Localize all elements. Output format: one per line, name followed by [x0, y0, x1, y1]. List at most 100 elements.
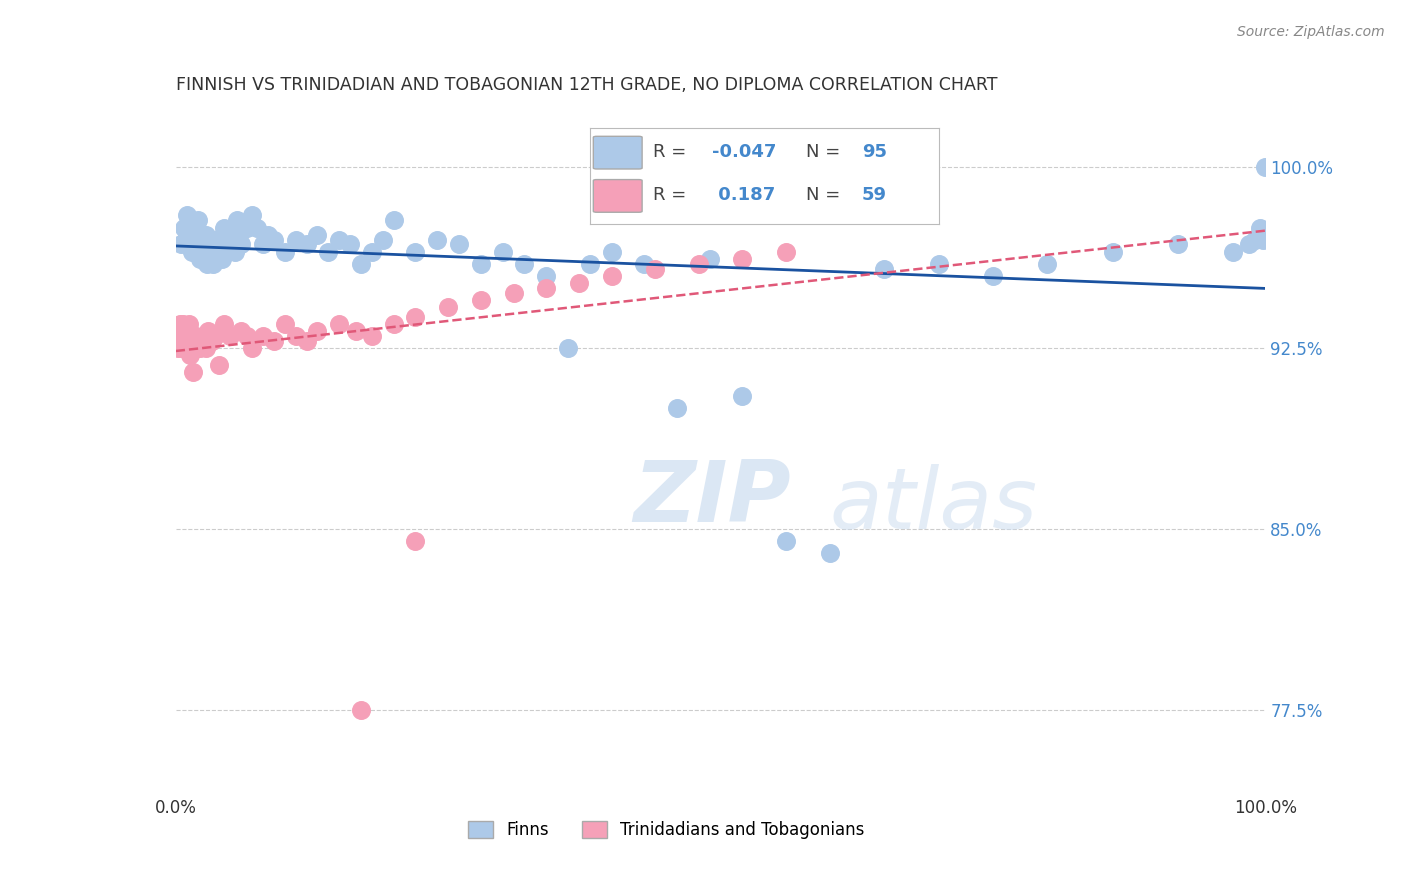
Point — [1167, 237, 1189, 252]
FancyBboxPatch shape — [593, 179, 643, 212]
Point — [193, 233, 215, 247]
Point — [201, 334, 224, 348]
Point — [382, 317, 405, 331]
Point — [215, 244, 238, 259]
Point — [172, 341, 194, 355]
Point — [190, 237, 212, 252]
Point — [184, 341, 207, 355]
Text: atlas: atlas — [830, 464, 1038, 547]
Point — [731, 252, 754, 266]
Point — [205, 252, 228, 266]
Point — [219, 237, 242, 252]
Point — [204, 329, 226, 343]
Point — [263, 334, 285, 348]
Point — [176, 341, 198, 355]
Point — [209, 233, 232, 247]
Point — [1243, 233, 1265, 247]
Point — [534, 268, 557, 283]
Point — [181, 233, 204, 247]
Point — [172, 329, 194, 343]
Point — [176, 209, 198, 223]
Point — [818, 546, 841, 560]
Point — [195, 341, 218, 355]
Point — [252, 237, 274, 252]
Legend: Finns, Trinidadians and Tobagonians: Finns, Trinidadians and Tobagonians — [460, 813, 873, 847]
Point — [176, 329, 198, 343]
Point — [176, 227, 198, 242]
Point — [179, 348, 201, 362]
Text: ZIP: ZIP — [633, 457, 792, 540]
Point — [470, 257, 492, 271]
Point — [177, 213, 200, 227]
Point — [212, 317, 235, 331]
Point — [207, 237, 229, 252]
Point — [221, 233, 243, 247]
Point — [183, 237, 205, 252]
Point — [214, 233, 236, 247]
Point — [167, 334, 190, 348]
Point — [204, 233, 226, 247]
Point — [284, 233, 307, 247]
Point — [201, 244, 224, 259]
Point — [170, 237, 193, 252]
Point — [186, 244, 208, 259]
Point — [217, 227, 239, 242]
Text: N =: N = — [806, 186, 841, 204]
Point — [426, 233, 449, 247]
Point — [197, 233, 219, 247]
Point — [307, 324, 329, 338]
Point — [201, 257, 224, 271]
Point — [295, 334, 318, 348]
Point — [307, 227, 329, 242]
Point — [183, 329, 205, 343]
Point — [534, 281, 557, 295]
Point — [174, 324, 197, 338]
Point — [405, 533, 427, 548]
Point — [184, 227, 207, 242]
Point — [170, 324, 193, 338]
Point — [263, 233, 285, 247]
Point — [191, 237, 214, 252]
Point — [873, 261, 896, 276]
Point — [240, 341, 263, 355]
Point — [470, 293, 492, 307]
Point — [731, 389, 754, 403]
Point — [181, 365, 204, 379]
Point — [1102, 244, 1125, 259]
Text: R =: R = — [652, 143, 686, 161]
Text: N =: N = — [806, 143, 841, 161]
Point — [195, 257, 218, 271]
Point — [240, 209, 263, 223]
Point — [437, 300, 460, 314]
Point — [557, 341, 579, 355]
Point — [173, 329, 195, 343]
Point — [371, 233, 394, 247]
Point — [502, 285, 524, 300]
Point — [186, 213, 209, 227]
Point — [187, 244, 209, 259]
Point — [328, 233, 350, 247]
Point — [579, 257, 602, 271]
Point — [344, 324, 367, 338]
Point — [194, 250, 217, 264]
Point — [981, 268, 1004, 283]
Point — [274, 317, 297, 331]
Point — [191, 244, 214, 259]
Point — [775, 533, 797, 548]
Point — [295, 237, 318, 252]
Point — [235, 220, 257, 235]
Text: 59: 59 — [862, 186, 887, 204]
Point — [231, 237, 253, 252]
Point — [180, 329, 202, 343]
Point — [177, 317, 200, 331]
Point — [405, 244, 427, 259]
Point — [235, 329, 257, 343]
Point — [666, 401, 689, 416]
Point — [172, 317, 194, 331]
Point — [633, 257, 655, 271]
Text: 0.187: 0.187 — [711, 186, 775, 204]
Point — [252, 329, 274, 343]
Point — [274, 244, 297, 259]
Point — [173, 334, 195, 348]
Point — [568, 276, 591, 290]
